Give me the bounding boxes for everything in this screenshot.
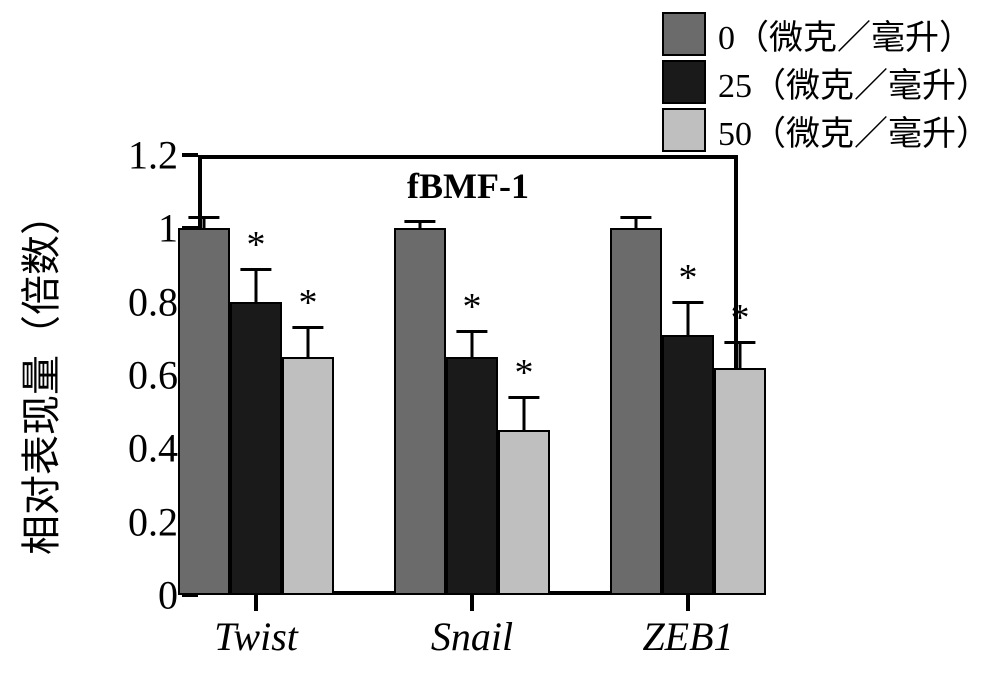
error-bar-stem (255, 269, 258, 302)
bar (662, 335, 714, 595)
x-tick (686, 595, 690, 611)
significance-mark: * (299, 281, 318, 325)
error-bar-cap (724, 341, 755, 344)
y-tick (182, 153, 198, 157)
legend-item-1: 25（微克／毫升） (662, 58, 990, 106)
error-bar-cap (456, 330, 487, 333)
legend-label-0: 0（微克／毫升） (718, 10, 973, 59)
significance-mark: * (463, 285, 482, 329)
error-bar-cap (620, 216, 651, 219)
error-bar-stem (739, 342, 742, 368)
significance-mark: * (679, 256, 698, 300)
significance-mark: * (247, 223, 266, 267)
x-category-label: Snail (431, 613, 513, 660)
x-tick (470, 595, 474, 611)
error-bar-stem (307, 327, 310, 356)
x-category-label: ZEB1 (642, 613, 733, 660)
error-bar-cap (508, 396, 539, 399)
legend-swatch-0 (662, 12, 706, 56)
error-bar-cap (188, 216, 219, 219)
legend-item-0: 0（微克／毫升） (662, 10, 990, 58)
y-tick-label: 1.2 (108, 132, 178, 179)
legend-label-2: 50（微克／毫升） (718, 106, 990, 155)
y-tick-label: 0.2 (108, 498, 178, 545)
legend: 0（微克／毫升） 25（微克／毫升） 50（微克／毫升） (662, 10, 990, 154)
legend-item-2: 50（微克／毫升） (662, 106, 990, 154)
y-tick-label: 0 (108, 572, 178, 619)
error-bar-cap (672, 301, 703, 304)
bar (178, 228, 230, 595)
error-bar-stem (687, 302, 690, 335)
bar (714, 368, 766, 595)
y-tick-label: 1 (108, 205, 178, 252)
error-bar-cap (404, 220, 435, 223)
significance-mark: * (731, 296, 750, 340)
y-tick-label: 0.8 (108, 278, 178, 325)
legend-label-1: 25（微克／毫升） (718, 58, 990, 107)
y-axis-label: 相对表现量（倍数） (9, 195, 67, 555)
y-tick-label: 0.4 (108, 425, 178, 472)
x-tick (254, 595, 258, 611)
y-tick-label: 0.6 (108, 352, 178, 399)
bar (498, 430, 550, 595)
legend-swatch-2 (662, 108, 706, 152)
bar (446, 357, 498, 595)
bar (230, 302, 282, 595)
legend-swatch-1 (662, 60, 706, 104)
significance-mark: * (515, 351, 534, 395)
error-bar-cap (240, 268, 271, 271)
figure-container: 0（微克／毫升） 25（微克／毫升） 50（微克／毫升） fBMF-1 相对表现… (0, 0, 1000, 687)
bar (610, 228, 662, 595)
error-bar-stem (471, 331, 474, 357)
error-bar-stem (523, 397, 526, 430)
bar (282, 357, 334, 595)
error-bar-cap (292, 326, 323, 329)
bar (394, 228, 446, 595)
x-category-label: Twist (214, 613, 298, 660)
